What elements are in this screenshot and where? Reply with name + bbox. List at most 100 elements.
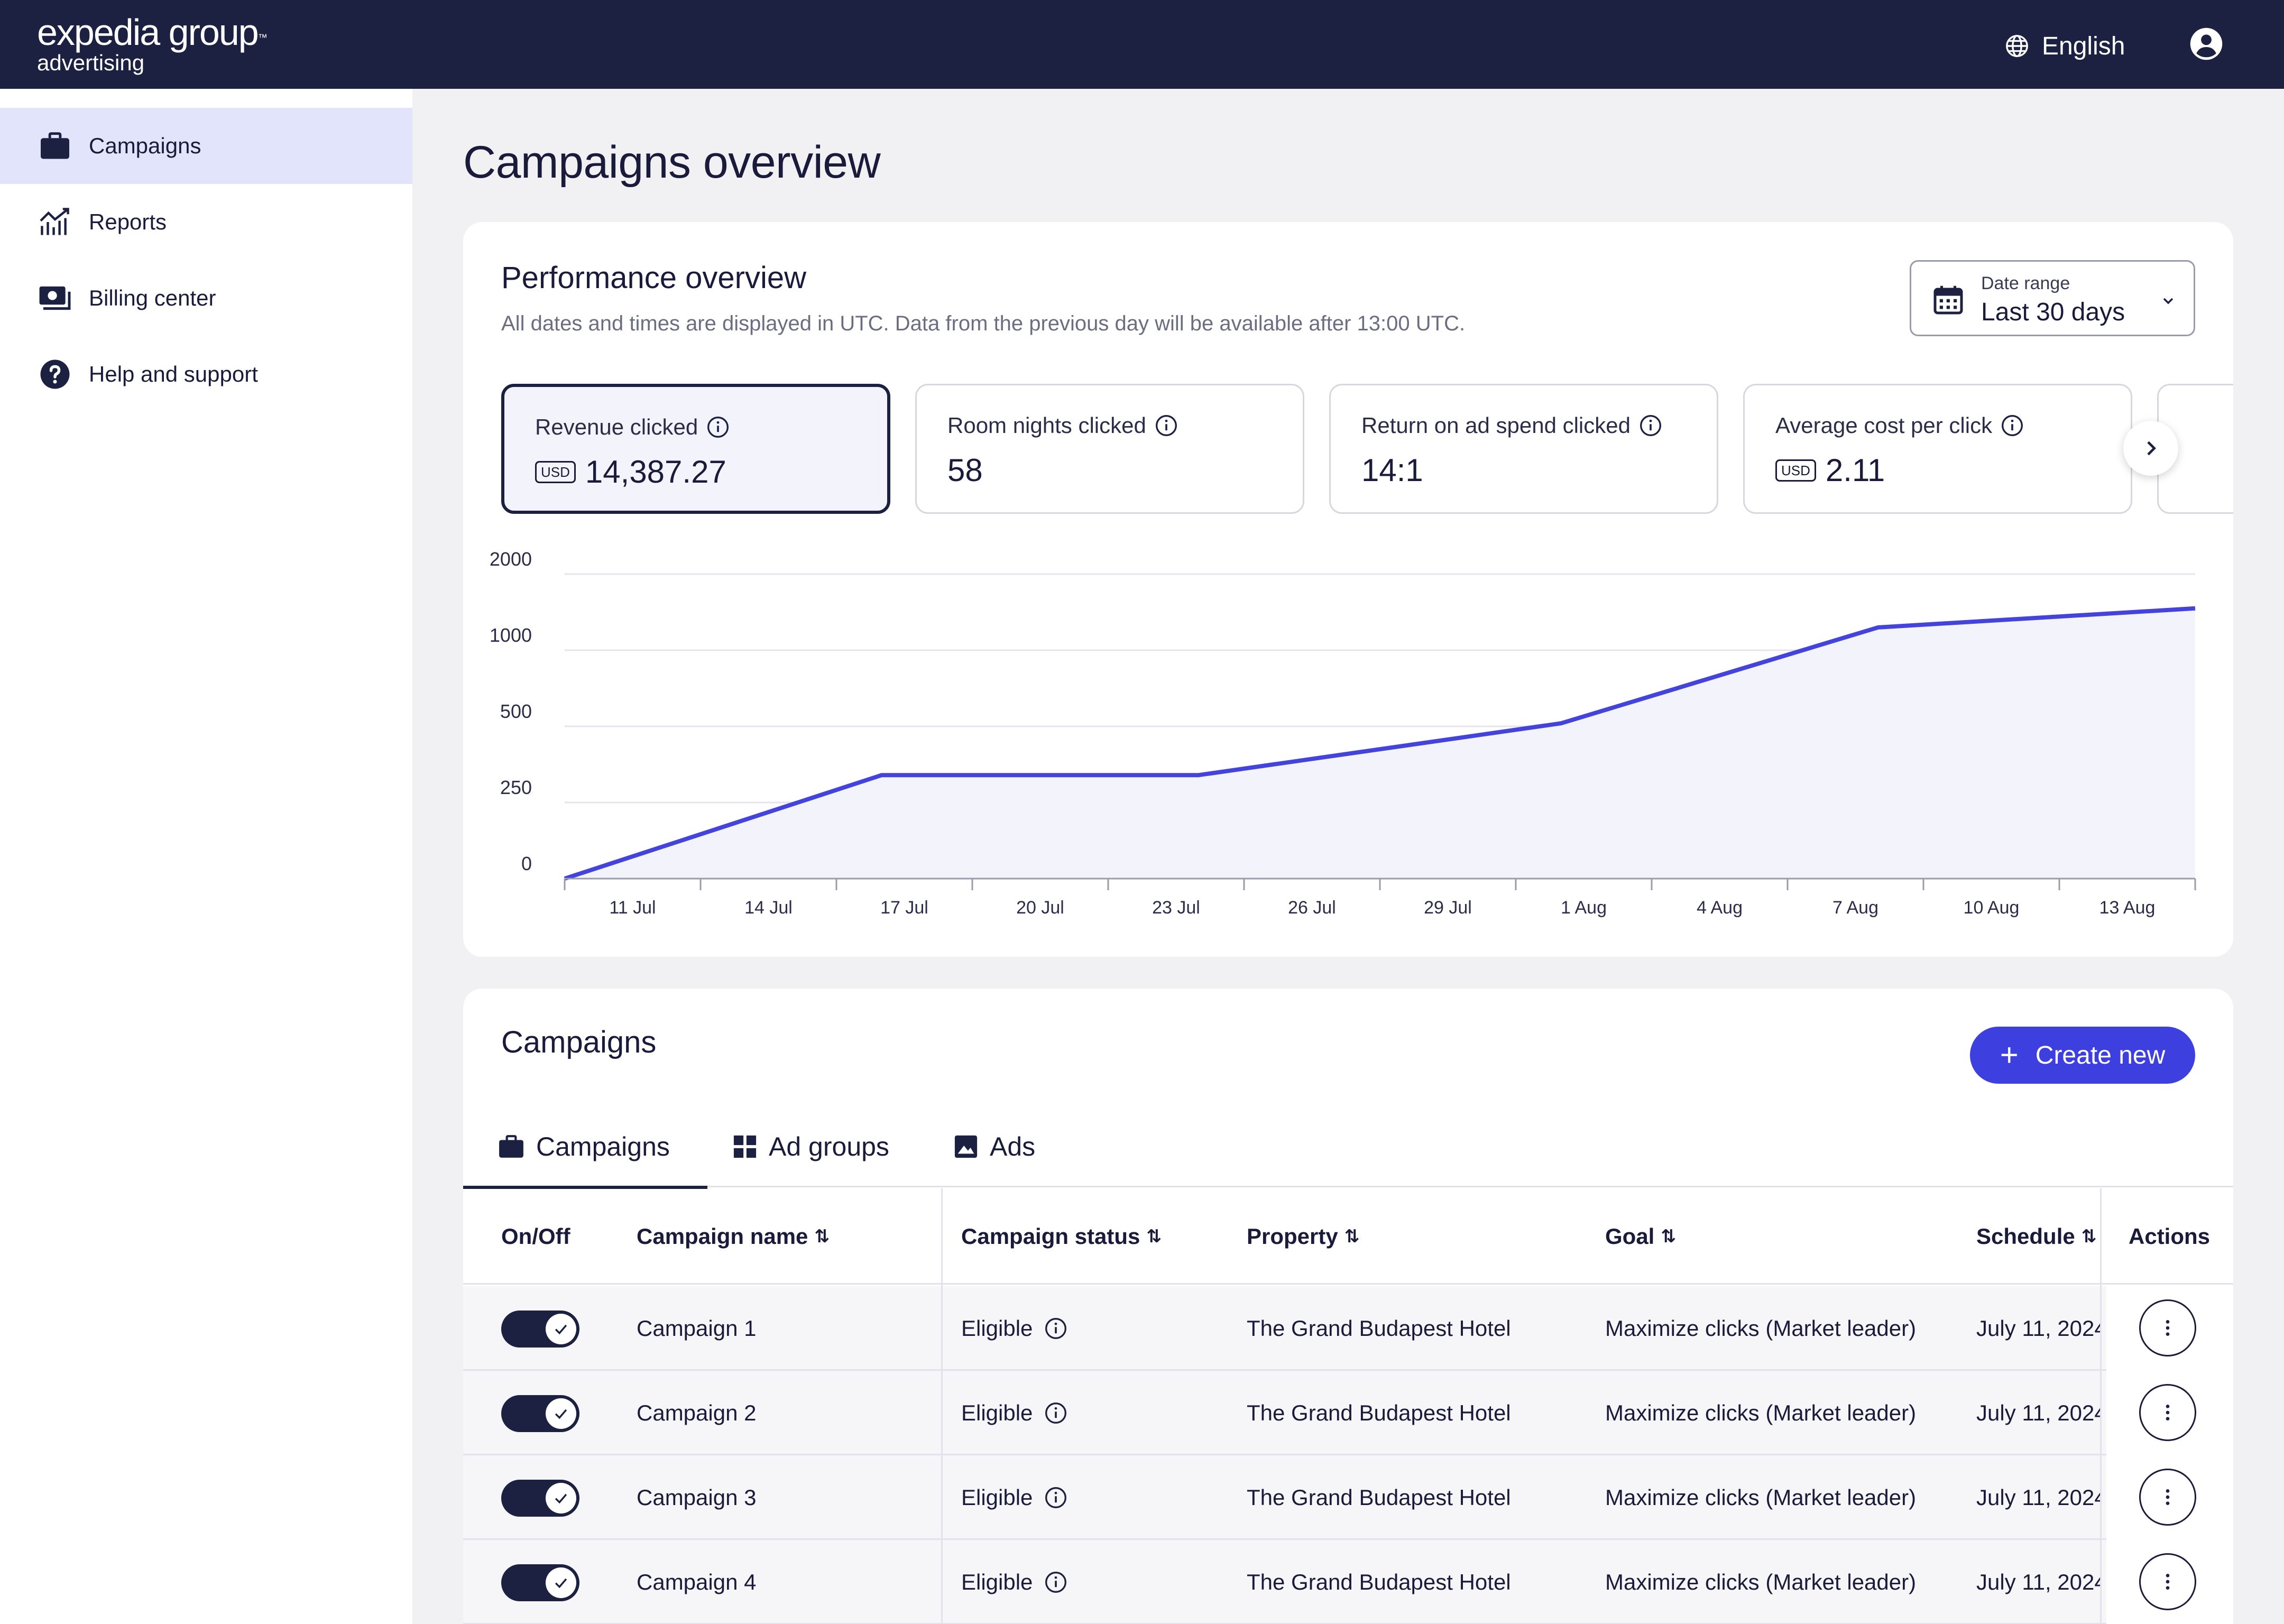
tab-label: Ads xyxy=(990,1132,1036,1161)
metric-card-roas-clicked[interactable]: Return on ad spend clicked 14:1 xyxy=(1329,384,1718,514)
create-new-button[interactable]: + Create new xyxy=(1970,1027,2195,1084)
campaign-toggle[interactable] xyxy=(501,1480,579,1517)
x-tick-label: 17 Jul xyxy=(880,898,928,918)
grid-icon xyxy=(733,1135,757,1158)
schedule-cell: July 11, 2024 xyxy=(1976,1570,2100,1594)
sidebar-item-help-and-support[interactable]: Help and support xyxy=(0,336,412,412)
metric-card-revenue-clicked[interactable]: Revenue clicked USD 14,387.27 xyxy=(501,384,890,514)
check-icon xyxy=(546,1314,576,1344)
x-tick-label: 13 Aug xyxy=(2099,898,2156,918)
info-icon[interactable] xyxy=(1044,1401,1067,1425)
globe-icon xyxy=(2006,35,2028,57)
status-text: Eligible xyxy=(961,1485,1033,1510)
currency-badge: USD xyxy=(1775,459,1816,482)
sidebar-item-billing-center[interactable]: Billing center xyxy=(0,260,412,336)
campaign-toggle[interactable] xyxy=(501,1395,579,1432)
tab-ad-groups[interactable]: Ad groups xyxy=(733,1106,889,1187)
sort-icon[interactable]: ⇅ xyxy=(2081,1226,2097,1247)
column-divider xyxy=(941,1188,943,1624)
kebab-menu-icon xyxy=(2166,1320,2170,1336)
tab-label: Campaigns xyxy=(536,1132,670,1161)
table-row[interactable]: Campaign 2 Eligible The Grand Budapest Hot… xyxy=(463,1371,2233,1455)
campaign-toggle[interactable] xyxy=(501,1311,579,1348)
campaign-tabs: Campaigns Ad groups Ads xyxy=(463,1106,2233,1189)
sidebar-item-label: Campaigns xyxy=(89,133,201,158)
kebab-menu-icon xyxy=(2166,1574,2170,1590)
schedule-cell: July 11, 2024 xyxy=(1976,1485,2100,1510)
kebab-menu-icon xyxy=(2166,1405,2170,1420)
performance-card: Performance overview All dates and times… xyxy=(463,222,2233,957)
info-icon[interactable] xyxy=(1639,414,1662,437)
campaign-toggle[interactable] xyxy=(501,1564,579,1601)
goal-cell: Maximize clicks (Market leader) xyxy=(1605,1570,1917,1594)
metric-card-average-cost-per-click[interactable]: Average cost per click USD 2.11 xyxy=(1743,384,2132,514)
campaigns-title: Campaigns xyxy=(501,1025,657,1059)
sidebar-item-campaigns[interactable]: Campaigns xyxy=(0,108,412,184)
table-header: On/Off Campaign name ⇅ Campaign status ⇅ P… xyxy=(463,1188,2233,1285)
more-actions-button[interactable] xyxy=(2139,1384,2196,1441)
billing-icon xyxy=(38,282,72,314)
tab-campaigns[interactable]: Campaigns xyxy=(463,1106,707,1189)
goal-cell: Maximize clicks (Market leader) xyxy=(1605,1400,1917,1425)
language-selector[interactable]: English xyxy=(2005,27,2125,64)
sort-icon[interactable]: ⇅ xyxy=(1661,1226,1676,1247)
more-actions-button[interactable] xyxy=(2139,1299,2196,1357)
chart-area xyxy=(565,608,2195,879)
schedule-cell: July 11, 2024 xyxy=(1976,1316,2100,1341)
metrics-next-button[interactable] xyxy=(2123,421,2178,476)
property-cell: The Grand Budapest Hotel xyxy=(1247,1485,1511,1510)
more-actions-button[interactable] xyxy=(2139,1469,2196,1526)
chevron-down-icon xyxy=(2163,298,2174,304)
chevron-right-icon xyxy=(2147,441,2156,456)
goal-cell: Maximize clicks (Market leader) xyxy=(1605,1485,1917,1510)
info-icon[interactable] xyxy=(2001,414,2024,437)
performance-subtitle: All dates and times are displayed in UTC… xyxy=(501,312,1466,335)
campaign-name-cell[interactable]: Campaign 1 xyxy=(637,1316,757,1341)
campaigns-card: Campaigns + Create new Campaigns Ad grou… xyxy=(463,989,2233,1624)
brand-name: expedia group xyxy=(37,12,259,53)
account-icon[interactable] xyxy=(2189,26,2224,61)
x-tick-label: 14 Jul xyxy=(744,898,793,918)
table-row[interactable]: Campaign 1 Eligible The Grand Budapest Hot… xyxy=(463,1286,2233,1371)
x-tick-label: 10 Aug xyxy=(1964,898,2020,918)
table-row[interactable]: Campaign 3 Eligible The Grand Budapest Hot… xyxy=(463,1455,2233,1540)
campaign-name-cell[interactable]: Campaign 2 xyxy=(637,1400,757,1425)
sort-icon[interactable]: ⇅ xyxy=(1344,1226,1360,1247)
performance-title: Performance overview xyxy=(501,261,806,295)
column-header-schedule[interactable]: Schedule ⇅ xyxy=(1976,1224,2097,1249)
brand-logo[interactable]: expedia group™ advertising xyxy=(37,12,268,75)
column-header-property[interactable]: Property ⇅ xyxy=(1247,1224,1360,1249)
sort-icon[interactable]: ⇅ xyxy=(1146,1226,1162,1247)
page-title: Campaigns overview xyxy=(463,137,881,188)
info-icon[interactable] xyxy=(1155,414,1178,437)
check-icon xyxy=(546,1567,576,1598)
goal-cell: Maximize clicks (Market leader) xyxy=(1605,1316,1917,1341)
sidebar: Campaigns Reports Billing center Help an… xyxy=(0,89,412,1624)
y-tick-label: 2000 xyxy=(490,548,532,570)
chart-icon xyxy=(38,206,72,238)
column-header-campaign-status[interactable]: Campaign status ⇅ xyxy=(961,1224,1162,1249)
sort-icon[interactable]: ⇅ xyxy=(814,1226,830,1247)
metric-label: Return on ad spend clicked xyxy=(1361,413,1631,438)
info-icon[interactable] xyxy=(706,416,730,439)
tab-ads[interactable]: Ads xyxy=(954,1106,1035,1187)
y-tick-label: 500 xyxy=(500,700,532,722)
campaign-name-cell[interactable]: Campaign 3 xyxy=(637,1485,757,1510)
date-range-dropdown[interactable]: Date range Last 30 days xyxy=(1910,260,2195,336)
sidebar-item-reports[interactable]: Reports xyxy=(0,184,412,260)
campaign-name-cell[interactable]: Campaign 4 xyxy=(637,1570,757,1594)
y-tick-label: 1000 xyxy=(490,624,532,646)
column-header-goal[interactable]: Goal ⇅ xyxy=(1605,1224,1676,1249)
metric-card-room-nights-clicked[interactable]: Room nights clicked 58 xyxy=(915,384,1304,514)
info-icon[interactable] xyxy=(1044,1486,1067,1509)
column-header-actions: Actions xyxy=(2129,1224,2211,1249)
brand-trademark: ™ xyxy=(257,32,268,43)
campaign-status-cell: Eligible xyxy=(961,1286,1067,1371)
info-icon[interactable] xyxy=(1044,1571,1067,1594)
more-actions-button[interactable] xyxy=(2139,1553,2196,1610)
info-icon[interactable] xyxy=(1044,1317,1067,1340)
table-row[interactable]: Campaign 4 Eligible The Grand Budapest Hot… xyxy=(463,1540,2233,1624)
column-header-campaign-name[interactable]: Campaign name ⇅ xyxy=(637,1224,830,1249)
check-icon xyxy=(546,1483,576,1514)
series-line xyxy=(564,606,2196,881)
